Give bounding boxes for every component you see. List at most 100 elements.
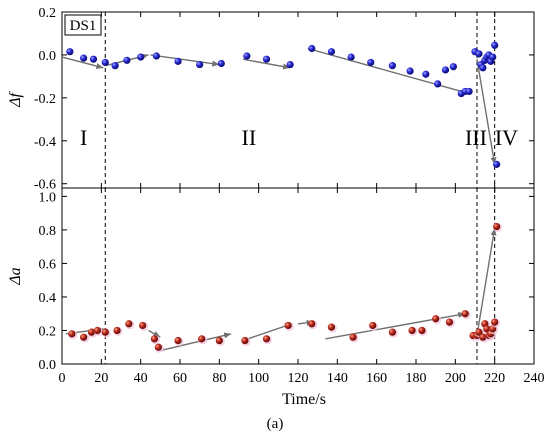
x-tick-label: 0 — [59, 371, 66, 386]
data-point — [347, 53, 355, 61]
x-tick-label: 100 — [248, 371, 269, 386]
data-point — [113, 326, 121, 335]
data-point — [408, 326, 416, 335]
data-point — [491, 318, 499, 326]
y-tick-label: 0.6 — [39, 257, 57, 272]
data-point — [80, 54, 88, 62]
trend-arrow — [242, 58, 291, 70]
data-point — [449, 63, 457, 71]
data-point — [87, 328, 96, 336]
y-tick-label: -0.4 — [34, 135, 56, 150]
y-tick-label: 0.0 — [39, 49, 57, 64]
data-point — [349, 333, 357, 341]
x-tick-label: 20 — [94, 371, 108, 386]
data-point — [367, 58, 375, 67]
dataset-tag-box — [64, 14, 102, 36]
x-axis-title: Time/s — [282, 391, 326, 408]
data-point — [286, 60, 294, 69]
top-y-axis-title: Δf — [7, 91, 24, 108]
data-point — [388, 328, 396, 336]
data-point — [434, 80, 442, 88]
dataset-tag: DS1 — [70, 18, 97, 34]
trend-arrow — [476, 59, 497, 165]
data-point — [327, 48, 336, 56]
data-point — [475, 328, 483, 336]
trend-arrow — [325, 312, 466, 340]
y-tick-label: -0.2 — [34, 92, 56, 107]
region-label: III — [465, 125, 487, 150]
x-tick-label: 180 — [406, 371, 427, 386]
bottom-plot-frame — [61, 187, 535, 365]
data-point — [196, 60, 204, 69]
data-point — [475, 50, 483, 58]
data-point — [125, 320, 133, 328]
data-point — [479, 333, 487, 341]
data-point — [93, 326, 101, 335]
y-tick-label: -0.6 — [34, 178, 56, 193]
data-point — [217, 59, 225, 68]
data-point — [198, 335, 206, 343]
x-tick-label: 120 — [288, 371, 309, 386]
data-point — [174, 57, 182, 65]
data-point — [137, 53, 145, 61]
data-point — [101, 328, 109, 336]
data-point — [418, 326, 426, 335]
y-tick-label: 1.0 — [39, 190, 57, 205]
trend-arrow — [160, 332, 232, 352]
trend-arrow — [150, 54, 220, 67]
data-point — [369, 321, 377, 330]
y-tick-label: 0.8 — [39, 224, 57, 239]
data-point — [406, 67, 414, 75]
data-point — [432, 315, 440, 323]
data-point — [284, 321, 292, 330]
region-label: I — [80, 125, 87, 150]
data-point — [479, 64, 487, 72]
x-tick-label: 60 — [173, 371, 187, 386]
x-tick-label: 140 — [327, 371, 348, 386]
data-point — [308, 44, 316, 53]
bottom-panel: 0.0 0.2 0.4 0.6 0.8 1.0 Δa 0 20 40 60 80 100 120 140 16… — [7, 187, 545, 386]
top-plot-frame — [61, 11, 535, 189]
data-point — [493, 222, 501, 231]
y-tick-label: 0.2 — [39, 324, 57, 339]
trend-arrow — [242, 323, 293, 342]
data-point — [445, 318, 454, 326]
data-point — [174, 336, 182, 345]
x-tick-label: 160 — [366, 371, 387, 386]
data-point — [493, 160, 501, 168]
data-point — [483, 325, 491, 333]
x-tick-label: 220 — [484, 371, 505, 386]
x-tick-label: 240 — [524, 371, 545, 386]
x-tick-label: 40 — [134, 371, 148, 386]
data-point — [262, 55, 271, 63]
data-point — [241, 336, 249, 345]
trend-arrow — [148, 329, 161, 338]
data-point — [123, 56, 131, 64]
bottom-y-axis-title: Δa — [7, 267, 24, 285]
data-point — [422, 70, 430, 78]
data-point — [327, 323, 336, 331]
trend-arrow — [307, 47, 470, 95]
data-point — [308, 320, 316, 328]
data-point — [461, 310, 469, 318]
trend-arrow — [61, 56, 104, 69]
region-label: II — [242, 125, 257, 150]
data-point — [262, 335, 271, 343]
data-point — [139, 321, 147, 330]
x-tick-label: 80 — [212, 371, 226, 386]
data-point — [68, 330, 76, 338]
figure-caption: (a) — [267, 416, 284, 432]
data-point — [243, 52, 251, 60]
data-point — [80, 333, 88, 341]
data-point — [150, 335, 159, 343]
data-point — [152, 52, 160, 60]
data-point — [489, 53, 497, 61]
data-point — [89, 55, 98, 63]
data-point — [441, 66, 450, 74]
data-point — [465, 87, 473, 96]
data-point — [491, 41, 499, 49]
data-point — [101, 58, 109, 67]
data-point — [66, 48, 74, 56]
